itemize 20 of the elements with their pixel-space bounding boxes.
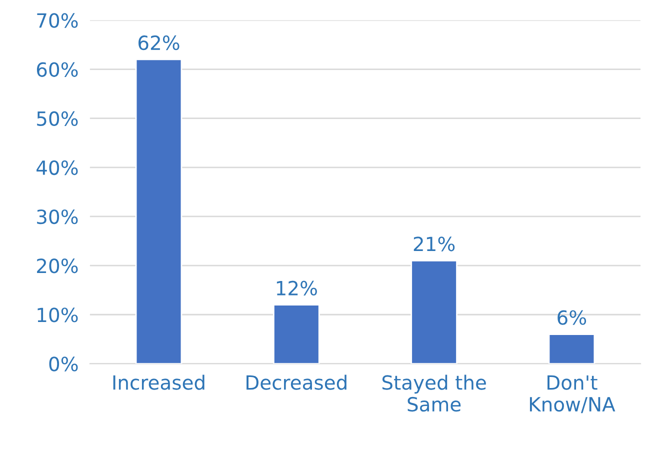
y-tick-label: 60% [36, 62, 78, 77]
y-tick-label: 20% [37, 258, 78, 274]
x-tick-label: Don't Know/NA [530, 375, 616, 414]
y-tick-label: 10% [38, 308, 78, 322]
y-tick-label: 50% [37, 111, 78, 126]
x-tick-label: Decreased [246, 374, 346, 390]
x-tick-label: Stayed the Same [382, 374, 486, 412]
bar [410, 260, 458, 364]
data-label: 21% [414, 236, 455, 252]
y-tick-label: 0% [49, 356, 78, 372]
bar [273, 304, 320, 364]
bar [548, 334, 596, 364]
x-tick-label: Increased [113, 374, 204, 390]
y-tick-label: 70% [37, 13, 78, 28]
data-label: 12% [276, 280, 317, 296]
data-label: 6% [558, 310, 586, 325]
y-tick-label: 40% [36, 160, 78, 176]
data-label: 62% [138, 35, 180, 50]
y-tick-label: 30% [37, 209, 78, 224]
bar [135, 58, 182, 364]
